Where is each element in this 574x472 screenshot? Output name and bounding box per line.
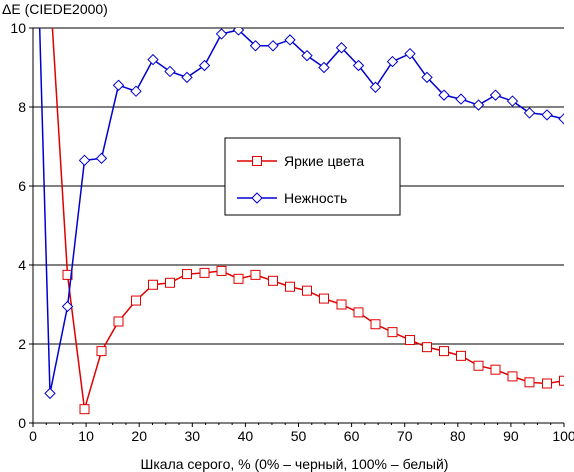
legend-box (224, 137, 401, 216)
data-point (95, 152, 108, 165)
data-point (113, 316, 124, 327)
x-tick-label: 30 (185, 428, 201, 444)
x-tick-label: 90 (503, 428, 519, 444)
y-tick-label: 2 (18, 336, 26, 352)
data-point (251, 192, 263, 204)
data-point (199, 267, 210, 278)
x-axis-label: Шкала серого, % (0% – черный, 100% – бел… (141, 456, 449, 472)
data-point (232, 28, 245, 36)
data-point (268, 275, 279, 286)
data-point (181, 71, 193, 84)
data-point (523, 107, 536, 119)
data-point (524, 377, 535, 388)
data-point (233, 273, 244, 284)
data-point (44, 387, 56, 400)
data-point (61, 300, 74, 313)
data-point (473, 360, 484, 371)
data-point (455, 93, 467, 105)
data-point (558, 113, 564, 125)
legend: Яркие цвета Нежность (224, 137, 401, 216)
data-point (148, 279, 159, 290)
data-point (249, 40, 262, 52)
data-point (301, 49, 313, 62)
data-point (252, 156, 262, 166)
data-point (422, 342, 433, 353)
data-point (370, 319, 381, 330)
data-point (215, 28, 228, 40)
data-point (541, 109, 553, 121)
data-point (62, 269, 73, 280)
data-point (147, 53, 159, 66)
data-point (506, 95, 519, 107)
data-point (405, 335, 416, 346)
data-point (490, 364, 501, 375)
axes-layer (29, 27, 565, 427)
data-point (404, 47, 416, 60)
data-point (472, 99, 485, 111)
data-point (507, 371, 518, 382)
x-tick-label: 10 (78, 428, 94, 444)
x-tick-label: 70 (397, 428, 413, 444)
data-point (284, 34, 296, 46)
data-point (250, 269, 261, 280)
data-point (96, 346, 107, 357)
data-point (353, 307, 364, 318)
data-point (542, 378, 553, 389)
data-point (285, 281, 296, 292)
x-tick-label: 80 (450, 428, 466, 444)
y-tick-label: 8 (18, 99, 26, 115)
data-point (216, 265, 227, 276)
data-point (489, 89, 502, 101)
series-square (51, 28, 564, 415)
data-point (79, 404, 90, 415)
x-tick-label: 100 (552, 428, 574, 444)
data-point (318, 293, 329, 304)
data-point (78, 154, 91, 167)
data-point (438, 346, 449, 357)
data-point (198, 59, 211, 72)
data-point (352, 59, 365, 72)
data-point (318, 61, 330, 74)
data-point (336, 299, 347, 310)
legend-label: Нежность (284, 190, 347, 206)
data-point (455, 350, 466, 361)
x-tick-label: 50 (291, 428, 307, 444)
x-tick-label: 60 (344, 428, 360, 444)
y-tick-label: 10 (10, 20, 26, 36)
y-tick-label: 4 (18, 257, 26, 273)
x-tick-label: 20 (131, 428, 147, 444)
data-point (421, 71, 433, 84)
series-layer (38, 28, 564, 415)
y-axis-label: ΔE (CIEDE2000) (2, 1, 108, 17)
legend-label: Яркие цвета (284, 153, 364, 169)
data-point (387, 327, 398, 338)
data-point (267, 40, 279, 52)
data-point (181, 269, 192, 280)
y-tick-label: 6 (18, 178, 26, 194)
data-point (438, 89, 450, 101)
data-point (131, 295, 142, 306)
data-point (301, 285, 312, 296)
data-point (369, 81, 382, 93)
x-tick-label: 0 (29, 428, 37, 444)
data-point (112, 79, 125, 91)
data-point (559, 375, 564, 386)
y-tick-label: 0 (18, 415, 26, 431)
data-point (130, 85, 142, 97)
data-point (164, 277, 175, 288)
series-diamond (38, 28, 564, 400)
data-point (335, 42, 348, 54)
data-point (164, 65, 176, 78)
x-tick-label: 40 (238, 428, 254, 444)
data-point (386, 55, 399, 68)
